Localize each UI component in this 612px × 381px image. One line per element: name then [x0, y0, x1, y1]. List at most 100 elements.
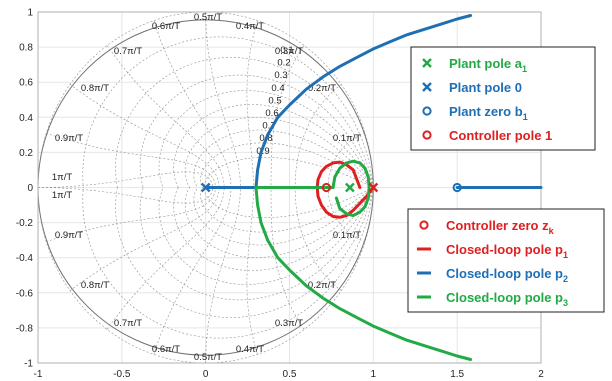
x-tick-label: 1 — [371, 369, 377, 380]
legend-label: Controller pole 1 — [449, 128, 552, 143]
legend-entry-2: Plant pole 0 — [449, 80, 522, 95]
legend-subscript: 1 — [563, 250, 568, 260]
damping-curve — [158, 90, 374, 188]
damping-label: 0.1 — [280, 45, 293, 56]
frequency-curve — [38, 171, 214, 188]
closed-loop-path-4 — [254, 186, 473, 361]
frequency-label: 0.8π/T — [81, 83, 109, 94]
legend-label: Plant pole 0 — [449, 80, 522, 95]
legend-swatch-1 — [422, 58, 432, 68]
frequency-curve — [246, 20, 258, 188]
legend-entry-4: Closed-loop pole p3 — [446, 290, 568, 308]
damping-curve — [82, 36, 374, 188]
frequency-label: 0.1π/T — [333, 230, 361, 241]
damping-curve — [82, 187, 374, 339]
damping-curve — [115, 187, 374, 318]
damping-curve — [193, 187, 374, 246]
x-tick-label: 2 — [538, 369, 544, 380]
y-tick-label: 1 — [27, 8, 33, 19]
frequency-label: 1π/T — [52, 172, 72, 183]
closed-loop-path-6 — [331, 159, 371, 218]
legend-label: Closed-loop pole p — [446, 242, 563, 257]
y-tick-label: 0.8 — [19, 43, 33, 54]
frequency-curve — [270, 45, 305, 188]
x-tick-label: -0.5 — [113, 369, 131, 380]
y-tick-label: 0.6 — [19, 78, 33, 89]
y-tick-label: 0 — [27, 183, 33, 194]
legend-label: Closed-loop pole p — [446, 266, 563, 281]
legend-subscript: 2 — [563, 274, 568, 284]
frequency-label: 0.4π/T — [236, 344, 264, 355]
pole-zero-markers — [200, 182, 462, 193]
y-tick-label: -0.8 — [16, 323, 34, 334]
y-tick-label: 0.2 — [19, 148, 33, 159]
legend-top: Plant pole a 1 Plant pole 0 Plant zero b1 Co… — [410, 46, 596, 151]
legend-entry-3: Closed-loop pole p2 — [446, 266, 568, 284]
damping-curve — [139, 74, 374, 188]
y-tick-label: -0.4 — [16, 253, 34, 264]
marker-4-stroke — [368, 182, 379, 193]
frequency-curve — [153, 187, 232, 355]
frequency-curve — [327, 187, 366, 242]
damping-label: 0.4 — [271, 83, 284, 94]
marker-1 — [345, 182, 355, 193]
frequency-curve — [69, 187, 220, 291]
frequency-label: 0.4π/T — [236, 21, 264, 32]
damping-curve — [158, 187, 374, 285]
frequency-label: 0.9π/T — [55, 133, 83, 144]
y-tick-label: -0.6 — [16, 288, 34, 299]
damping-curve — [184, 117, 374, 188]
y-tick-label: -0.2 — [16, 218, 34, 229]
marker-5 — [321, 182, 331, 193]
legend-label: Closed-loop pole p — [446, 290, 563, 305]
marker-4 — [368, 182, 379, 193]
marker-3 — [452, 182, 462, 193]
frequency-curve — [106, 45, 225, 188]
legend-box — [410, 46, 596, 151]
damping-curve — [184, 187, 374, 258]
damping-label: 0.7 — [262, 121, 275, 132]
legend-label: Plant zero b — [449, 104, 523, 119]
marker-1-stroke — [345, 182, 355, 193]
frequency-label: 0.7π/T — [114, 318, 142, 329]
damping-label: 0.2 — [277, 58, 290, 69]
frequency-curve — [294, 84, 342, 188]
x-tick-label: -1 — [34, 369, 43, 380]
legend-subscript: k — [549, 226, 555, 236]
legend-label: Plant pole a — [449, 56, 523, 71]
marker-2-stroke — [200, 182, 211, 193]
x-tick-label: 0 — [203, 369, 209, 380]
legend-swatch-2-stroke — [422, 82, 432, 92]
frequency-label: 0.1π/T — [333, 133, 361, 144]
legend-subscript: 1 — [523, 112, 528, 122]
legend-swatch-4 — [422, 130, 432, 140]
frequency-curve — [106, 187, 225, 330]
legend-swatch-1 — [419, 220, 429, 230]
frequency-label: 0.2π/T — [308, 83, 336, 94]
legend-entry-3: Plant zero b1 — [449, 104, 528, 122]
frequency-label: 0.6π/T — [152, 344, 180, 355]
damping-curve — [200, 142, 374, 188]
frequency-label: 1π/T — [52, 190, 72, 201]
frequency-label: 0.6π/T — [152, 21, 180, 32]
damping-curve — [193, 129, 374, 188]
legend-entry-1: Controller zero zk — [446, 218, 555, 236]
frequency-curve — [69, 84, 220, 188]
damping-curve — [173, 104, 374, 188]
frequency-label: 0.8π/T — [81, 280, 109, 291]
closed-loop-path-2 — [204, 14, 473, 189]
legend-subscript: 3 — [563, 298, 568, 308]
legend-box — [407, 208, 605, 313]
frequency-label: 0.9π/T — [55, 230, 83, 241]
legend-entry-2: Closed-loop pole p1 — [446, 242, 568, 260]
frequency-curve — [327, 133, 366, 188]
frequency-curve — [294, 187, 342, 291]
legend-entry-4: Controller pole 1 — [449, 128, 552, 143]
marker-2 — [200, 182, 211, 193]
y-tick-label: 0.4 — [19, 113, 33, 124]
damping-label: 0.5 — [268, 95, 281, 106]
damping-curve — [139, 187, 374, 301]
y-tick-label: -1 — [24, 359, 33, 370]
